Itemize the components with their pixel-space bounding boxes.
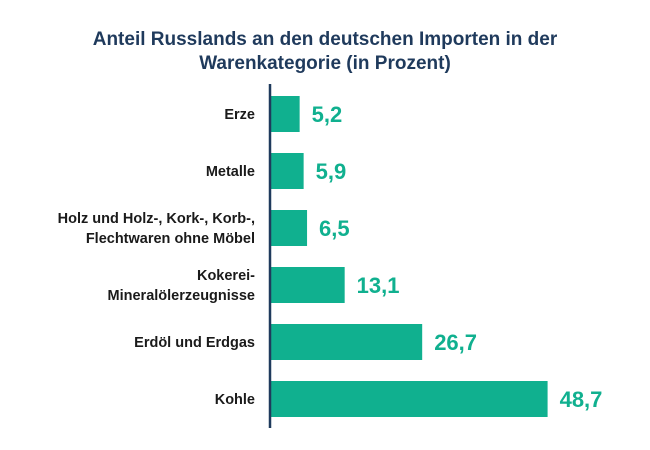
- value-label: 6,5: [319, 216, 350, 241]
- value-label: 5,9: [316, 159, 347, 184]
- bar: [270, 381, 548, 417]
- chart-title-line: Warenkategorie (in Prozent): [199, 53, 451, 74]
- bars: [270, 96, 548, 417]
- category-label: Metalle: [206, 164, 255, 180]
- bar: [270, 153, 304, 189]
- chart-title-line: Anteil Russlands an den deutschen Import…: [93, 29, 558, 50]
- category-label: Kokerei-: [197, 268, 255, 284]
- value-label: 5,2: [312, 102, 343, 127]
- value-label: 26,7: [434, 330, 477, 355]
- value-label: 13,1: [357, 273, 400, 298]
- category-label: Mineralölerzeugnisse: [108, 288, 255, 304]
- category-labels: Erze Metalle Holz und Holz-, Kork-, Korb-,…: [58, 107, 256, 408]
- category-label: Flechtwaren ohne Möbel: [86, 231, 255, 247]
- bar: [270, 324, 423, 360]
- bar: [270, 96, 300, 132]
- bar: [270, 210, 308, 246]
- value-labels: 5,2 5,9 6,5 13,1 26,7 48,7: [312, 102, 603, 412]
- chart-title: Anteil Russlands an den deutschen Import…: [93, 29, 558, 74]
- value-label: 48,7: [560, 387, 603, 412]
- bar: [270, 267, 345, 303]
- category-label: Holz und Holz-, Kork-, Korb-,: [58, 211, 255, 227]
- category-label: Kohle: [215, 392, 255, 408]
- category-label: Erze: [224, 107, 255, 123]
- category-label: Erdöl und Erdgas: [134, 335, 255, 351]
